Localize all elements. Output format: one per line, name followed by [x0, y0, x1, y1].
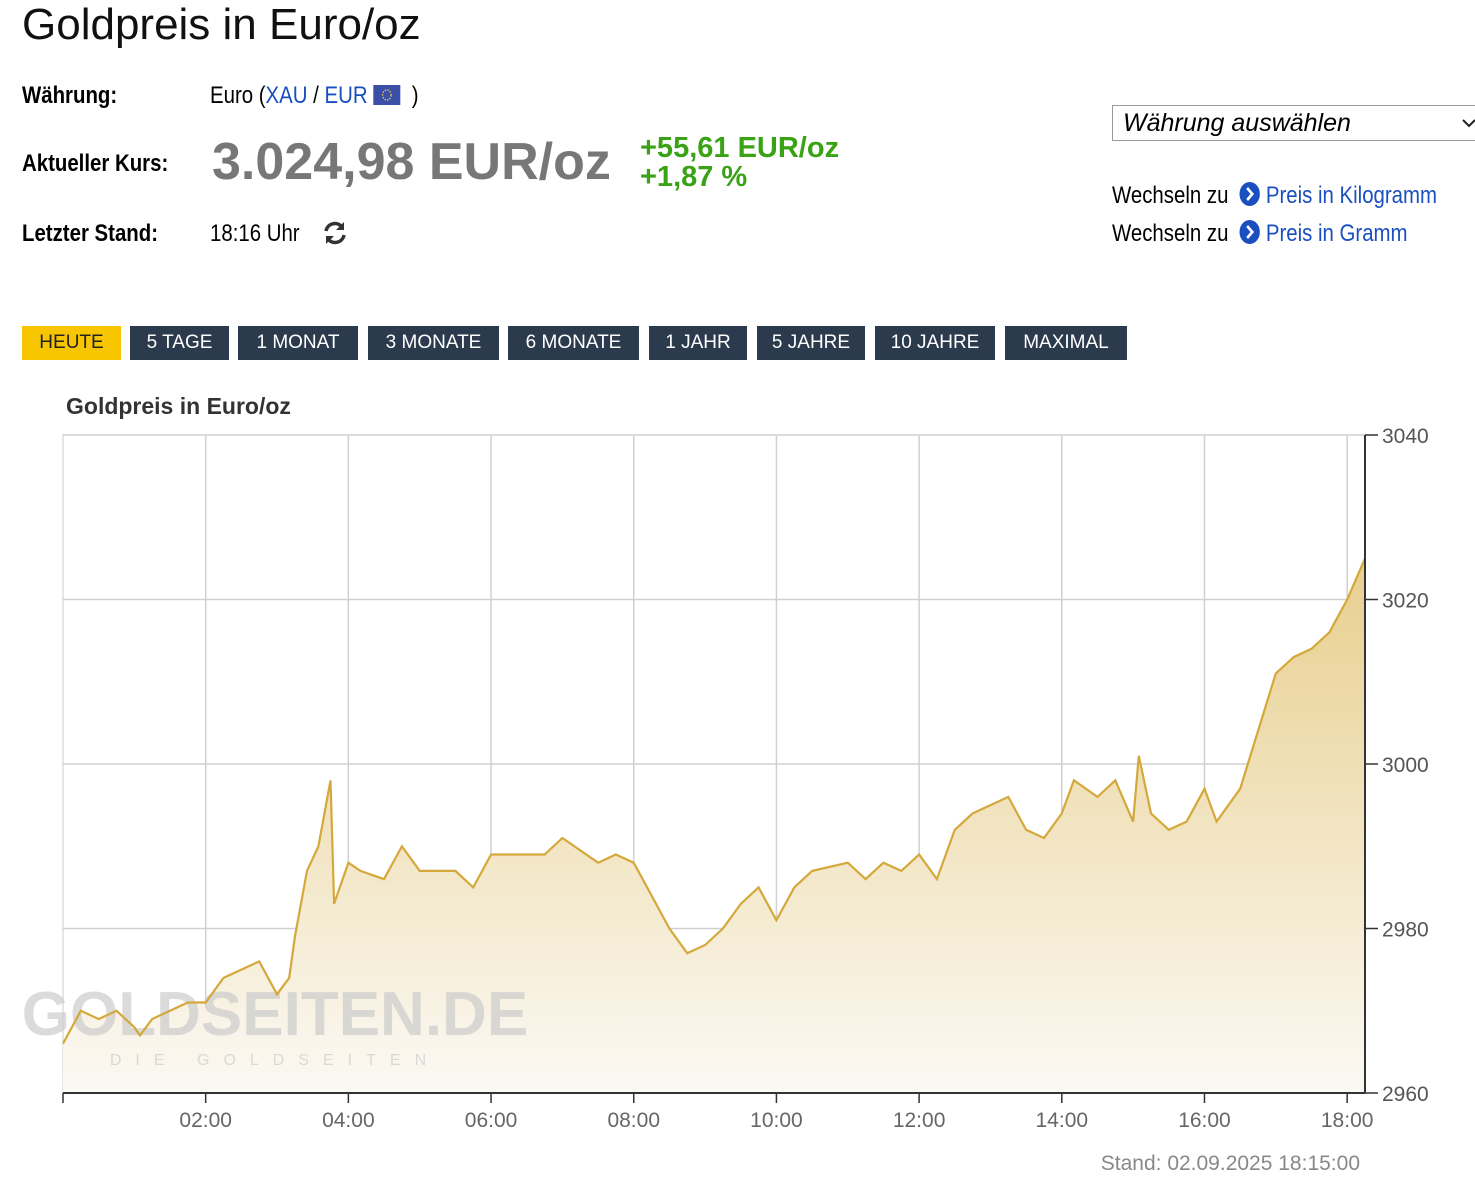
change: +55,61 EUR/oz +1,87 % [640, 134, 839, 192]
tab[interactable]: 1 MONAT [238, 326, 358, 360]
text: Wechseln zu [1112, 220, 1229, 247]
link[interactable]: EUR [324, 82, 368, 109]
refresh-icon[interactable] [322, 220, 348, 246]
chart-title: Goldpreis in Euro/oz [66, 393, 291, 419]
text: / [313, 82, 319, 109]
y-tick-label: 3040 [1382, 425, 1429, 448]
chart: Goldpreis in Euro/oz Stand: 02.09.2025 1… [22, 393, 1429, 1175]
watermark-sub: DIE GOLDSEITEN [110, 1052, 440, 1069]
text: Wechseln zu [1112, 182, 1229, 209]
page-title: Goldpreis in Euro/oz [22, 0, 421, 49]
currency-select[interactable]: Währung auswählen [1112, 105, 1475, 141]
time: 18:16 Uhr [210, 220, 300, 248]
label: Letzter Stand: [22, 220, 159, 247]
label: Aktueller Kurs: [22, 150, 169, 177]
change-abs: +55,61 EUR/oz [640, 132, 840, 164]
x-tick-label: 08:00 [607, 1109, 660, 1132]
y-tick-label: 3020 [1382, 590, 1429, 613]
tab[interactable]: HEUTE [22, 326, 121, 360]
text: Euro ( [210, 82, 266, 109]
line [62, 557, 1367, 1045]
x-tick-label: 12:00 [893, 1109, 946, 1132]
tab[interactable]: 10 JAHRE [875, 326, 995, 360]
tab[interactable]: 3 MONATE [368, 326, 499, 360]
tab[interactable]: 1 JAHR [649, 326, 747, 360]
footer: Stand: 02.09.2025 18:15:00 [1101, 1152, 1360, 1175]
currency: Euro (XAU / EUR ) [210, 82, 419, 110]
x-tick-label: 14:00 [1036, 1109, 1089, 1132]
price: 3.024,98 EUR/oz [212, 133, 611, 191]
x-tick-label: 04:00 [322, 1109, 375, 1132]
select-text: Währung auswählen [1123, 109, 1351, 137]
link[interactable]: Preis in Gramm [1265, 220, 1408, 247]
arrow-icon [1239, 220, 1261, 244]
change-pct: +1,87 % [640, 161, 748, 193]
area [63, 558, 1365, 1093]
x-tick-label: 10:00 [750, 1109, 803, 1132]
link[interactable]: XAU [265, 82, 308, 109]
arrow-icon [1239, 182, 1261, 206]
switch-row: Wechseln zu Preis in Gramm [1112, 220, 1408, 248]
x-tick-label: 18:00 [1321, 1109, 1374, 1132]
tab[interactable]: 6 MONATE [508, 326, 639, 360]
chevron [1462, 119, 1475, 128]
switch-row: Wechseln zu Preis in Kilogramm [1112, 182, 1437, 210]
text: 18:16 Uhr [210, 220, 300, 247]
x-tick-label: 02:00 [179, 1109, 232, 1132]
label: Währung: [22, 82, 118, 109]
tab[interactable]: 5 JAHRE [757, 326, 865, 360]
link[interactable]: Preis in Kilogramm [1265, 182, 1438, 209]
x-tick-label: 16:00 [1178, 1109, 1231, 1132]
tab[interactable]: 5 TAGE [130, 326, 229, 360]
tab[interactable]: MAXIMAL [1005, 326, 1127, 360]
eu-flag [373, 85, 401, 105]
y-tick-label: 2960 [1382, 1083, 1429, 1106]
y-tick-label: 3000 [1382, 754, 1429, 777]
text: ) [411, 82, 419, 109]
x-tick-label: 06:00 [465, 1109, 518, 1132]
y-tick-label: 2980 [1382, 919, 1429, 942]
